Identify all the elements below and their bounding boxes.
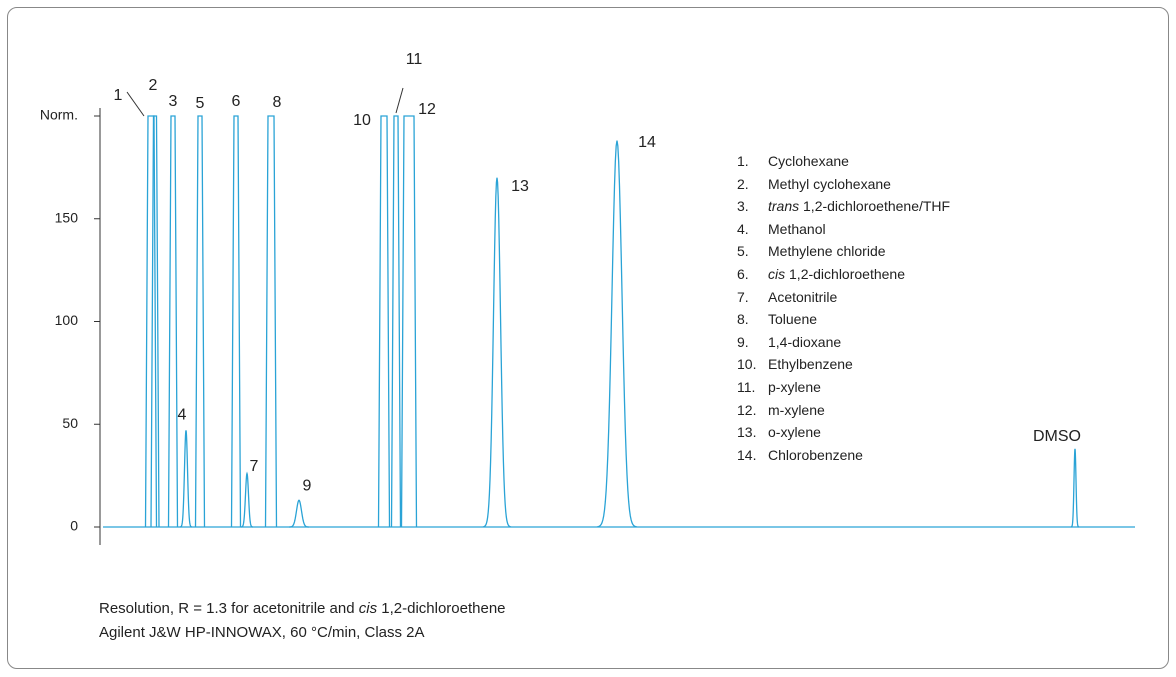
- peak-label: 5: [196, 95, 205, 112]
- peak-label: 1: [114, 87, 123, 104]
- peak: [230, 115, 242, 528]
- y-tick-label: Norm.: [40, 107, 78, 123]
- peak-label: 10: [353, 112, 371, 129]
- peak: [1070, 448, 1080, 528]
- legend-number: 1.: [737, 153, 749, 169]
- peak: [377, 115, 391, 528]
- legend-name: Chlorobenzene: [768, 446, 863, 463]
- peak: [194, 115, 206, 528]
- legend-number: 13.: [737, 424, 757, 441]
- legend-name: m-xylene: [768, 401, 825, 418]
- peak-label: 11: [406, 51, 423, 68]
- caption-text: cis: [358, 600, 378, 617]
- peak: [167, 115, 179, 528]
- peak: [390, 115, 402, 528]
- y-tick-label: 150: [55, 209, 79, 225]
- caption-text: 1,2-dichloroethene: [381, 600, 506, 617]
- peak-label: 3: [169, 93, 178, 110]
- legend-item: 2. Methyl cyclohexane: [737, 173, 950, 196]
- legend-name: 1,2-dichloroethene: [789, 265, 905, 282]
- caption: Resolution, R = 1.3 for acetonitrile and…: [99, 597, 506, 645]
- legend-name: Methylene chloride: [768, 243, 886, 260]
- legend-number: 14.: [737, 446, 757, 463]
- legend-name: Cyclohexane: [768, 153, 849, 169]
- frame: [7, 7, 1169, 669]
- legend-name: p-xylene: [768, 378, 821, 395]
- legend-prefix: trans: [768, 198, 800, 215]
- legend-item: 8. Toluene: [737, 308, 950, 331]
- legend-item: 7. Acetonitrile: [737, 286, 950, 309]
- peak: [482, 177, 512, 528]
- peak-label: 4: [178, 407, 187, 424]
- legend-number: 2.: [737, 175, 749, 192]
- legend-item: 6. cis 1,2-dichloroethene: [737, 263, 950, 286]
- legend-name: Ethylbenzene: [768, 356, 853, 373]
- peak: [179, 430, 193, 528]
- legend-name: Acetonitrile: [768, 288, 838, 305]
- peak-label: 2: [149, 77, 158, 94]
- legend: 1. Cyclohexane 2. Methyl cyclohexane 3. trans…: [737, 150, 950, 466]
- legend-prefix: cis: [768, 265, 786, 282]
- peak: [264, 115, 278, 528]
- legend-name: Methyl cyclohexane: [768, 175, 891, 192]
- caption-text: Resolution, R = 1.3 for acetonitrile and: [99, 600, 355, 617]
- legend-number: 8.: [737, 311, 749, 328]
- y-tick-label: 100: [55, 312, 79, 328]
- caption-line: Agilent J&W HP-INNOWAX, 60 °C/min, Class…: [99, 621, 506, 645]
- peak-label: 6: [232, 93, 241, 110]
- legend-item: 11. p-xylene: [737, 376, 950, 399]
- legend-item: 9. 1,4-dioxane: [737, 331, 950, 354]
- legend-item: 1. Cyclohexane: [737, 150, 950, 173]
- legend-item: 14. Chlorobenzene: [737, 444, 950, 467]
- peak: [150, 115, 160, 528]
- legend-item: 5. Methylene chloride: [737, 240, 950, 263]
- peak-label: 14: [638, 134, 656, 151]
- caption-line: Resolution, R = 1.3 for acetonitrile and…: [99, 597, 506, 621]
- peak: [400, 115, 418, 528]
- y-tick-label: 50: [62, 415, 78, 431]
- legend-number: 12.: [737, 401, 757, 418]
- leader-line: [126, 91, 145, 117]
- legend-number: 10.: [737, 356, 757, 373]
- peak-label: 7: [250, 458, 259, 475]
- peak: [596, 140, 638, 528]
- peak-label: 9: [303, 478, 312, 495]
- legend-item: 10. Ethylbenzene: [737, 353, 950, 376]
- legend-name: o-xylene: [768, 424, 821, 441]
- leader-line: [395, 87, 404, 114]
- peak-label: DMSO: [1033, 428, 1081, 445]
- legend-item: 3. trans 1,2-dichloroethene/THF: [737, 195, 950, 218]
- peak: [144, 115, 158, 528]
- legend-name: 1,2-dichloroethene/THF: [803, 198, 951, 215]
- legend-name: Toluene: [768, 311, 818, 328]
- y-tick-label: 0: [70, 518, 78, 534]
- legend-number: 3.: [737, 198, 749, 215]
- peak-label: 8: [273, 94, 282, 111]
- legend-item: 4. Methanol: [737, 218, 950, 241]
- legend-name: Methanol: [768, 220, 826, 237]
- peak-label: 12: [418, 101, 436, 118]
- legend-number: 11.: [737, 378, 756, 395]
- legend-name: 1,4-dioxane: [768, 333, 842, 350]
- legend-item: 12. m-xylene: [737, 399, 950, 422]
- peak-label: 13: [511, 178, 529, 195]
- legend-item: 13. o-xylene: [737, 421, 950, 444]
- peak: [240, 471, 254, 528]
- caption-text: Agilent J&W HP-INNOWAX, 60 °C/min, Class…: [99, 624, 425, 641]
- legend-number: 9.: [737, 333, 749, 350]
- legend-number: 7.: [737, 288, 749, 305]
- legend-number: 6.: [737, 265, 749, 282]
- peak: [288, 499, 310, 528]
- legend-number: 5.: [737, 243, 749, 260]
- legend-number: 4.: [737, 220, 749, 237]
